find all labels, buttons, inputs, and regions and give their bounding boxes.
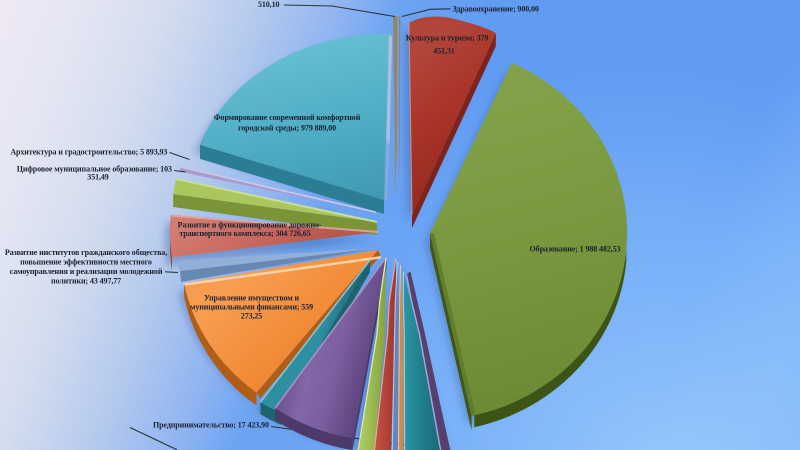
svg-text:Формирование современной комфо: Формирование современной комфортной bbox=[214, 113, 361, 122]
svg-text:Цифровое муниципальное образов: Цифровое муниципальное образование; 103 bbox=[17, 164, 172, 173]
svg-text:Развитие и функционирование до: Развитие и функционирование дорожно- bbox=[178, 221, 322, 230]
svg-text:транспортного комплекса; 304 7: транспортного комплекса; 304 726,65 bbox=[179, 229, 310, 238]
svg-text:муниципальными финансами; 559: муниципальными финансами; 559 bbox=[190, 303, 313, 312]
svg-text:451,31: 451,31 bbox=[433, 47, 455, 56]
svg-text:Образование; 1 988 482,53: Образование; 1 988 482,53 bbox=[530, 245, 621, 254]
svg-text:Здравоохранение; 900,00: Здравоохранение; 900,00 bbox=[453, 5, 539, 14]
svg-text:510,10: 510,10 bbox=[258, 0, 280, 9]
svg-text:городской среды; 979 889,00: городской среды; 979 889,00 bbox=[238, 124, 336, 133]
svg-text:Архитектура и градостроительст: Архитектура и градостроительство; 5 893,… bbox=[10, 148, 167, 157]
svg-text:Культура и туризм; 379: Культура и туризм; 379 bbox=[406, 34, 489, 43]
svg-text:самоуправления и реализации мо: самоуправления и реализации молодежной bbox=[10, 267, 163, 276]
svg-text:повышение эффективности местно: повышение эффективности местного bbox=[20, 258, 152, 267]
svg-text:Предпринимательство; 17 423,90: Предпринимательство; 17 423,90 bbox=[153, 421, 269, 430]
svg-text:политики; 43 497,77: политики; 43 497,77 bbox=[51, 277, 121, 286]
svg-text:Управление имуществом и: Управление имуществом и bbox=[204, 293, 300, 302]
svg-text:273,25: 273,25 bbox=[241, 312, 263, 321]
svg-text:351,49: 351,49 bbox=[87, 173, 109, 182]
svg-text:Развитие институтов гражданско: Развитие институтов гражданского обществ… bbox=[5, 248, 167, 257]
